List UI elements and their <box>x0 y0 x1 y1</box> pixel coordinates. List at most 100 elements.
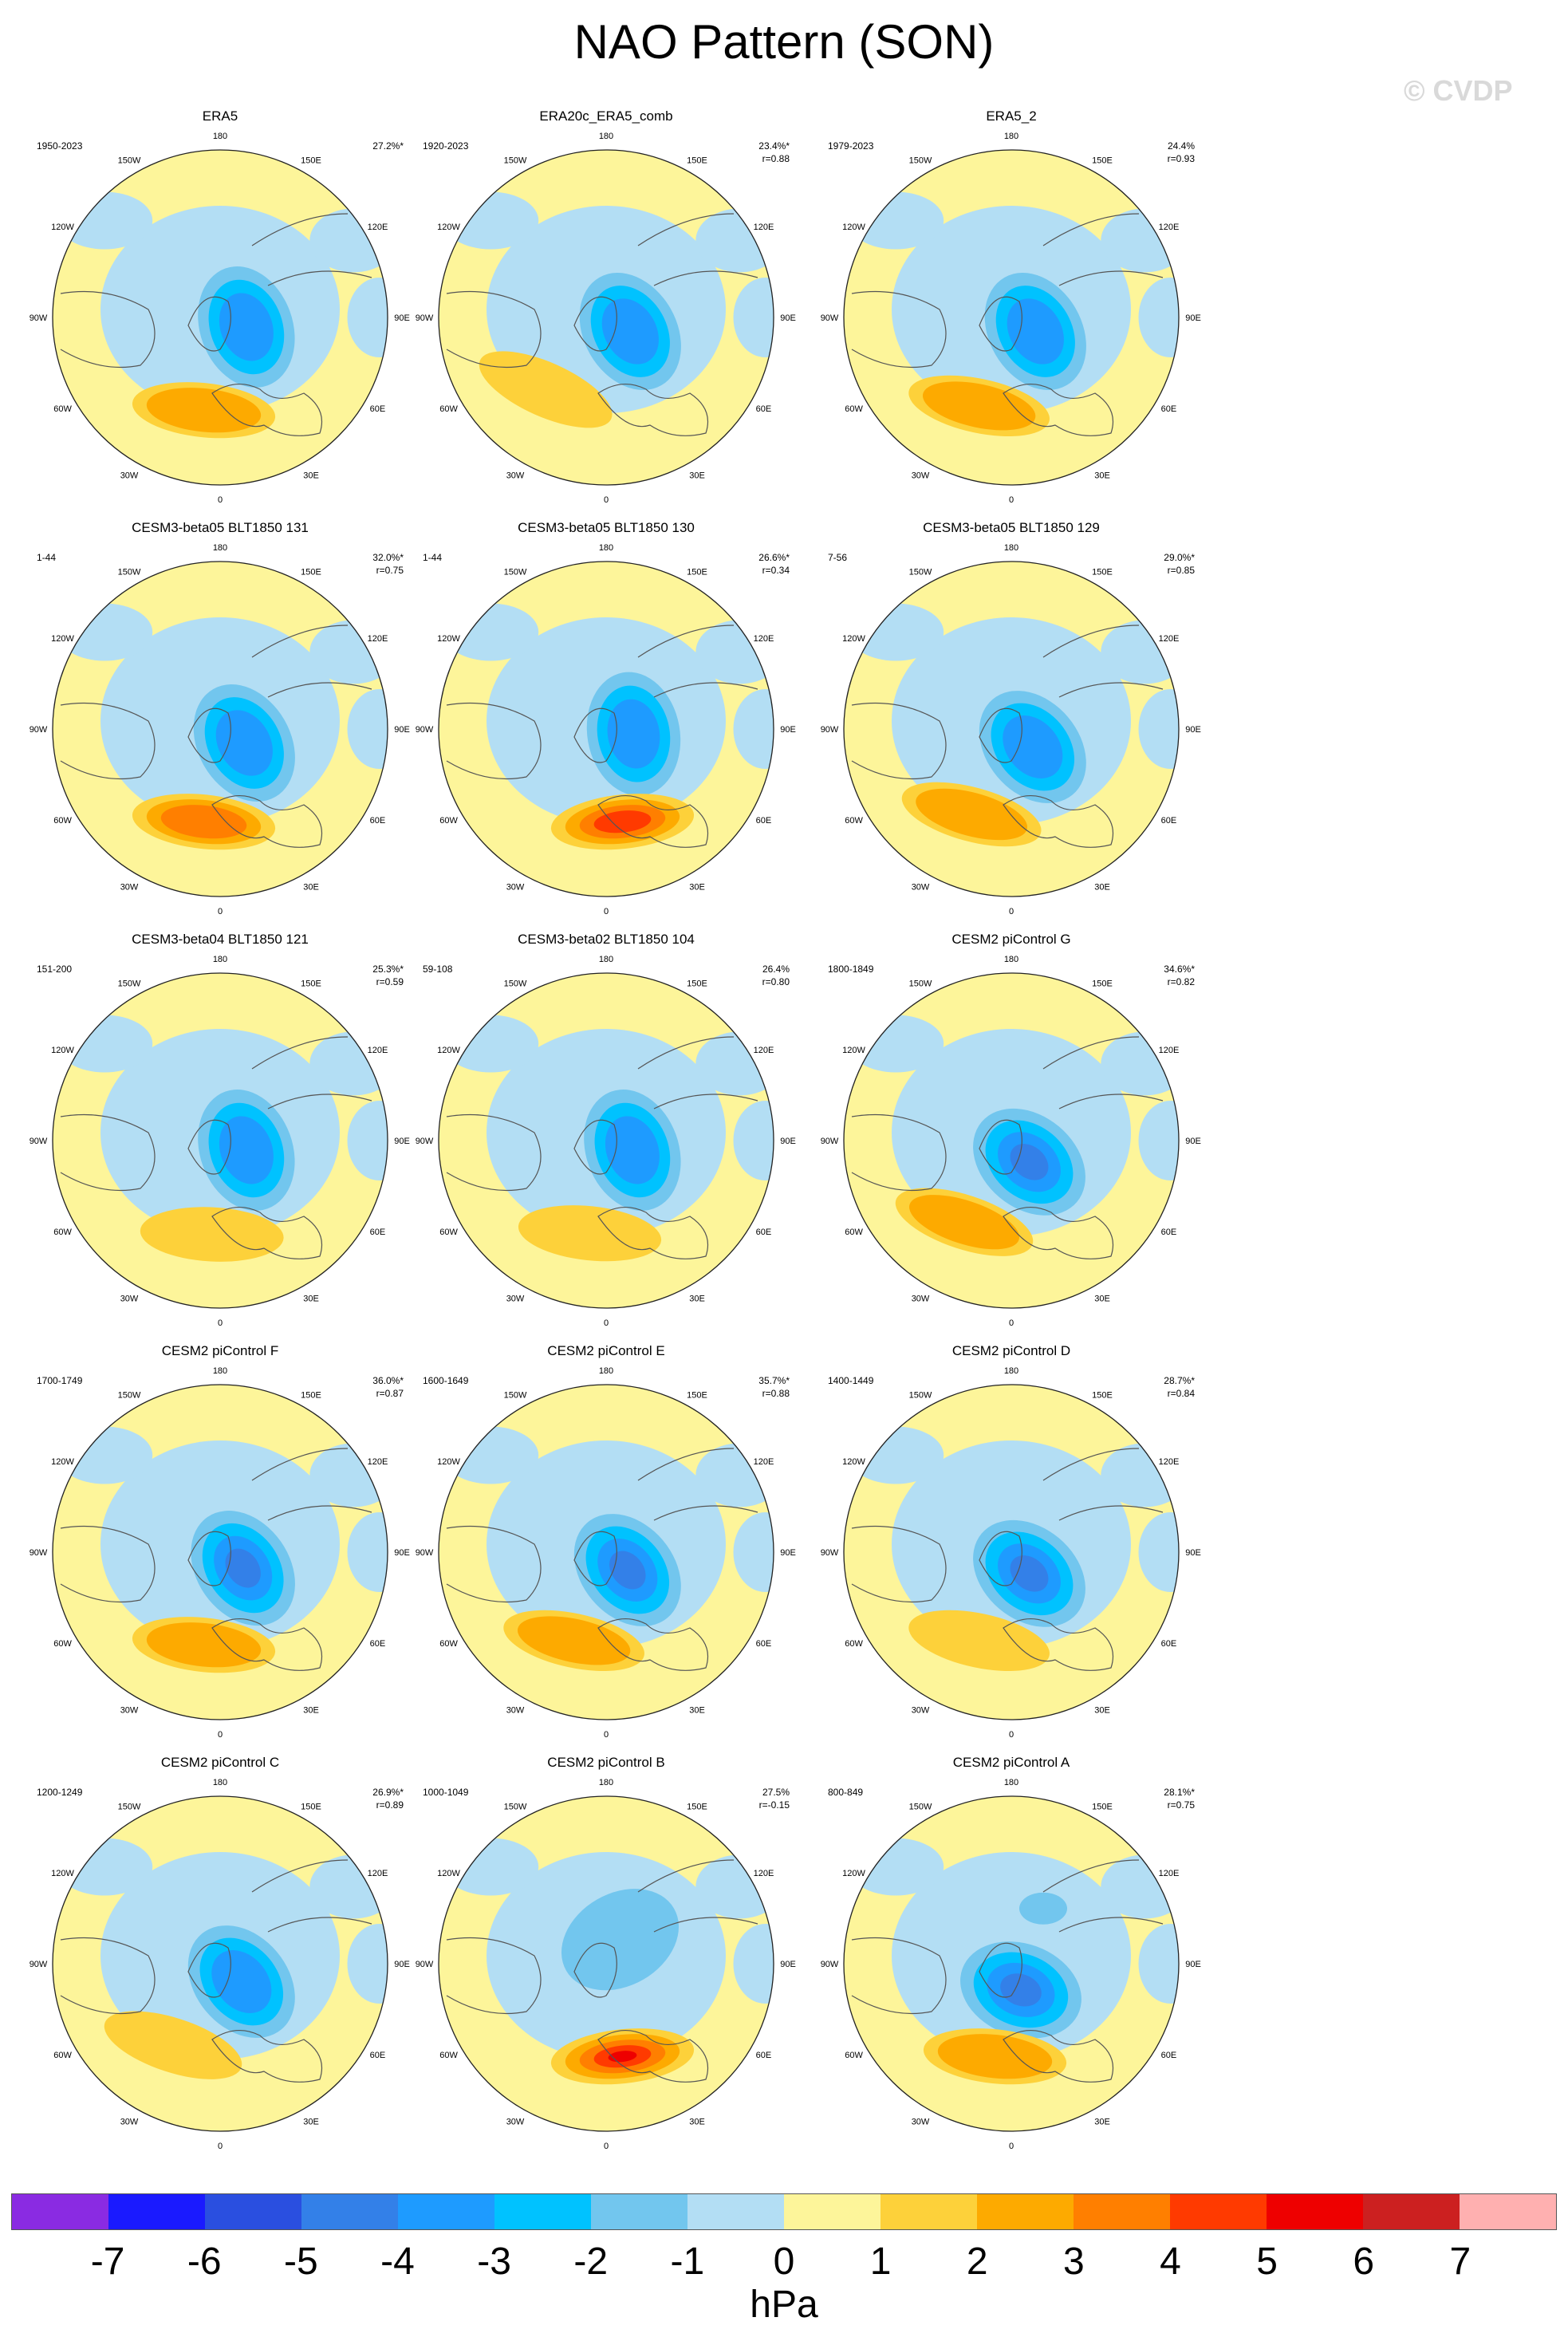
lon-label: 150W <box>118 1391 141 1401</box>
coastline <box>446 702 542 780</box>
panel-variance: 26.9%* <box>372 1787 404 1798</box>
colorbar-tick-label: -3 <box>477 2240 511 2283</box>
lon-label: 60W <box>53 2051 72 2060</box>
lon-label: 0 <box>604 1730 609 1740</box>
panel-period: 800-849 <box>828 1787 864 1798</box>
panel-correlation: r=0.89 <box>376 1799 404 1811</box>
coastline <box>211 1206 323 1259</box>
colorbar-swatch <box>1170 2194 1267 2229</box>
lon-label: 30W <box>912 1294 930 1303</box>
lon-label: 30W <box>506 882 525 892</box>
map-panel: 180 150E 120E 90E 60E 30E 0 30W 60W 90W 120W 150W CE… <box>13 932 427 1348</box>
panel-period: 1979-2023 <box>828 140 874 152</box>
lon-label: 60E <box>1161 1228 1177 1237</box>
negative-patch <box>695 1443 774 1507</box>
lon-label: 90E <box>1185 725 1201 735</box>
lon-label: 0 <box>218 1318 223 1328</box>
positive-contour <box>517 1616 631 1665</box>
colorbar-swatch <box>591 2194 687 2229</box>
lon-label: 90E <box>780 313 796 323</box>
coastline <box>211 1618 323 1671</box>
lon-label: 180 <box>599 955 613 964</box>
colorbar-tick-label: 0 <box>773 2240 795 2283</box>
lon-label: 150W <box>504 1391 527 1401</box>
map-panel: 180 150E 120E 90E 60E 30E 0 30W 60W 90W 120W 150W CE… <box>13 1755 427 2171</box>
colorbar-swatch <box>301 2194 398 2229</box>
polar-map: 180 150E 120E 90E 60E 30E 0 30W 60W 90W 120W 150W <box>30 1778 410 2151</box>
coastline <box>851 1113 947 1192</box>
lon-label: 150E <box>687 568 707 577</box>
coastline <box>1003 383 1114 436</box>
map-panel: 180 150E 120E 90E 60E 30E 0 30W 60W 90W 120W 150W ER… <box>804 108 1219 525</box>
lon-label: 150E <box>687 1803 707 1812</box>
negative-patch <box>1101 1443 1179 1507</box>
lon-label: 120W <box>842 1869 865 1878</box>
lon-label: 90W <box>821 1960 839 1969</box>
lon-label: 180 <box>213 1778 227 1787</box>
panel-correlation: r=0.75 <box>376 565 404 576</box>
coastline <box>251 1036 372 1109</box>
lon-label: 150E <box>1092 979 1113 989</box>
panel-period: 1200-1249 <box>37 1787 83 1798</box>
coastline <box>1003 1618 1114 1671</box>
lon-label: 150W <box>909 568 932 577</box>
lon-label: 60E <box>370 1228 386 1237</box>
lon-label: 120E <box>368 1869 388 1878</box>
negative-contour <box>225 1548 261 1588</box>
negative-patch <box>695 208 774 273</box>
coastline <box>979 296 1022 352</box>
lon-label: 180 <box>599 132 613 141</box>
colorbar-tick-label: -4 <box>380 2240 415 2283</box>
lon-label: 120W <box>842 1457 865 1467</box>
lon-label: 60W <box>439 404 458 414</box>
positive-contour <box>916 788 1028 841</box>
coastline <box>851 1937 947 2015</box>
lon-label: 180 <box>1004 1778 1018 1787</box>
coastline <box>211 383 323 436</box>
coastline <box>60 1525 156 1603</box>
panel-correlation: r=0.88 <box>762 153 790 164</box>
colorbar-tick-label: 5 <box>1256 2240 1278 2283</box>
map-panel: 180 150E 120E 90E 60E 30E 0 30W 60W 90W 120W 150W CE… <box>399 1755 814 2171</box>
map-border <box>438 1795 774 2132</box>
panel-correlation: r=-0.15 <box>758 1799 790 1811</box>
coastline <box>187 1531 231 1586</box>
lon-label: 120E <box>754 1869 774 1878</box>
lon-label: 60E <box>756 404 772 414</box>
lon-label: 120W <box>437 634 460 644</box>
lon-label: 30E <box>1094 2117 1110 2126</box>
lon-label: 150W <box>909 156 932 166</box>
negative-patch <box>1138 1512 1179 1592</box>
coastline <box>211 2029 323 2083</box>
panel-period: 1-44 <box>423 552 443 563</box>
lon-label: 150W <box>504 979 527 989</box>
lon-label: 0 <box>218 495 223 505</box>
lon-label: 120W <box>51 1046 74 1055</box>
polar-map: 180 150E 120E 90E 60E 30E 0 30W 60W 90W 120W 150W <box>821 1366 1201 1740</box>
colorbar-swatch <box>398 2194 494 2229</box>
lon-label: 60E <box>1161 2051 1177 2060</box>
coastline <box>446 290 542 368</box>
panel-variance: 26.6%* <box>758 552 790 563</box>
coastline <box>851 290 947 368</box>
polar-map: 180 150E 120E 90E 60E 30E 0 30W 60W 90W 120W 150W <box>416 1366 796 1740</box>
coastline <box>851 1525 947 1603</box>
lon-label: 120W <box>842 1046 865 1055</box>
negative-contour <box>215 710 273 776</box>
panel-title: CESM2 piControl A <box>952 1755 1070 1770</box>
lon-label: 30W <box>120 1294 139 1303</box>
coastline <box>187 1942 231 1998</box>
lon-label: 90E <box>780 1137 796 1146</box>
negative-patch <box>347 689 388 769</box>
polar-map: 180 150E 120E 90E 60E 30E 0 30W 60W 90W 120W 150W <box>416 1778 796 2151</box>
lon-label: 90E <box>780 725 796 735</box>
colorbar-tick-label: -1 <box>670 2240 705 2283</box>
negative-patch <box>347 1101 388 1180</box>
map-border <box>843 1795 1180 2132</box>
panel-correlation: r=0.34 <box>762 565 790 576</box>
coastline <box>597 2029 709 2083</box>
negative-patch <box>309 1854 388 1919</box>
coastline <box>1003 794 1114 848</box>
colorbar-labels: -7 -6 -5 -4 -3 -2 -1 0 1 2 3 4 5 6 7 <box>0 2240 1568 2288</box>
lon-label: 90E <box>1185 1548 1201 1558</box>
